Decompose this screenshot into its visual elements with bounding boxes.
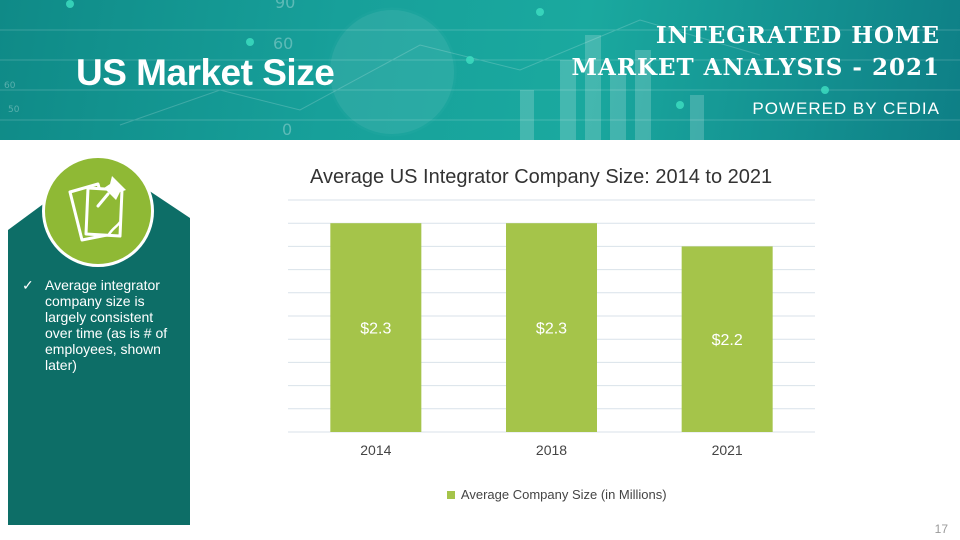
bg-number-60: 60 xyxy=(273,34,293,53)
bars xyxy=(330,223,773,432)
bg-number-50: 50 xyxy=(8,105,20,115)
chart-legend: Average Company Size (in Millions) xyxy=(447,487,667,502)
header-banner: 90 60 0 60 50 US Market Size INTEGRATED … xyxy=(0,0,960,140)
bg-number-0: 0 xyxy=(282,120,292,139)
data-label-2021: $2.2 xyxy=(712,332,743,349)
bg-number-90: 90 xyxy=(275,0,295,12)
bar-2021 xyxy=(681,246,773,432)
side-bullet-text: Average integrator company size is large… xyxy=(45,277,168,373)
page-title: US Market Size xyxy=(76,52,335,93)
bar-2018 xyxy=(506,223,597,432)
sticky-note-pin-icon xyxy=(68,176,126,242)
legend-label: Average Company Size (in Millions) xyxy=(460,487,667,502)
report-title: INTEGRATED HOME MARKET ANALYSIS - 2021 xyxy=(572,20,940,84)
check-icon: ✓ xyxy=(22,277,34,293)
bg-number-60-small: 60 xyxy=(4,81,16,91)
bar-2014 xyxy=(330,223,422,432)
x-tick-2021: 2021 xyxy=(712,442,743,458)
page-number: 17 xyxy=(934,522,948,536)
x-tick-2014: 2014 xyxy=(360,442,391,458)
report-title-line-2: MARKET ANALYSIS - 2021 xyxy=(571,54,940,81)
side-panel xyxy=(8,230,190,525)
x-tick-2018: 2018 xyxy=(536,442,567,458)
chart-title: Average US Integrator Company Size: 2014… xyxy=(310,166,773,188)
data-labels: $2.3 $2.3 $2.2 xyxy=(360,321,743,350)
x-tick-labels: 2014 2018 2021 xyxy=(360,442,743,458)
legend-swatch xyxy=(447,491,455,499)
data-label-2018: $2.3 xyxy=(536,321,567,338)
header-background-art: 90 60 0 60 50 xyxy=(0,0,960,140)
powered-by-label: POWERED BY CEDIA xyxy=(752,99,940,118)
data-label-2014: $2.3 xyxy=(360,321,391,338)
report-title-line-1: INTEGRATED HOME xyxy=(655,22,940,49)
side-bullet: ✓ Average integrator company size is lar… xyxy=(22,277,172,373)
note-icon-badge xyxy=(42,155,154,267)
